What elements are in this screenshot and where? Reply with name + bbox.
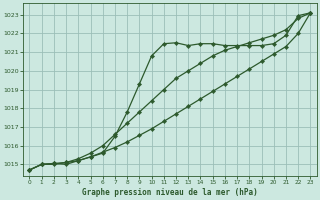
X-axis label: Graphe pression niveau de la mer (hPa): Graphe pression niveau de la mer (hPa) (82, 188, 258, 197)
